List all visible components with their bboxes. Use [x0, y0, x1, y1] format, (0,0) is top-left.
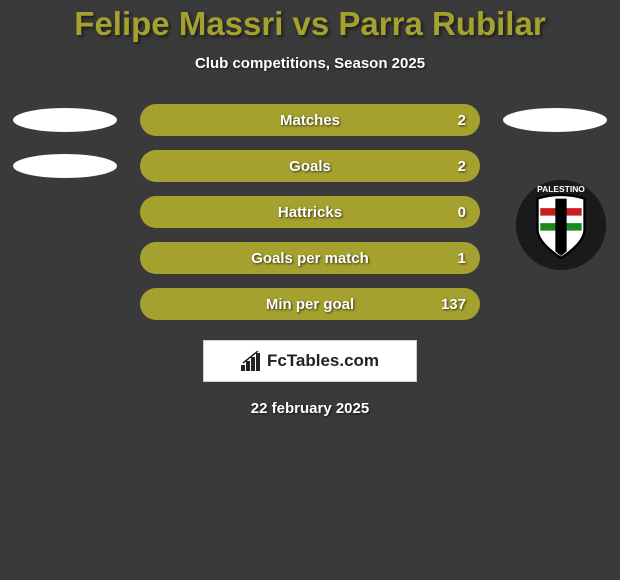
- stat-label: Matches: [140, 112, 480, 129]
- stat-row: Min per goal 137: [0, 288, 620, 320]
- stat-row: Matches 2: [0, 104, 620, 136]
- stat-label: Goals: [140, 158, 480, 175]
- player-placeholder-ellipse: [13, 108, 117, 132]
- right-side: [500, 108, 610, 132]
- subtitle: Club competitions, Season 2025: [0, 55, 620, 72]
- stat-right-value: 137: [441, 296, 466, 313]
- stat-label: Goals per match: [140, 250, 480, 267]
- chart-icon: [241, 351, 263, 371]
- stat-bar: Hattricks 0: [140, 196, 480, 228]
- crest-label: PALESTINO: [537, 184, 585, 194]
- left-side: [10, 154, 120, 178]
- left-side: [10, 108, 120, 132]
- stat-right-value: 2: [458, 112, 466, 129]
- stat-label: Hattricks: [140, 204, 480, 221]
- stat-bar: Matches 2: [140, 104, 480, 136]
- date-label: 22 february 2025: [0, 400, 620, 417]
- stat-bar: Goals per match 1: [140, 242, 480, 274]
- stat-right-value: 1: [458, 250, 466, 267]
- brand-text: FcTables.com: [267, 351, 379, 371]
- brand-badge: FcTables.com: [203, 340, 417, 382]
- player-placeholder-ellipse: [503, 108, 607, 132]
- player-placeholder-ellipse: [13, 154, 117, 178]
- stat-bar: Min per goal 137: [140, 288, 480, 320]
- stat-bar: Goals 2: [140, 150, 480, 182]
- stat-right-value: 2: [458, 158, 466, 175]
- page-title: Felipe Massri vs Parra Rubilar: [0, 5, 620, 43]
- stat-right-value: 0: [458, 204, 466, 221]
- stat-label: Min per goal: [140, 296, 480, 313]
- club-crest: PALESTINO: [514, 178, 608, 277]
